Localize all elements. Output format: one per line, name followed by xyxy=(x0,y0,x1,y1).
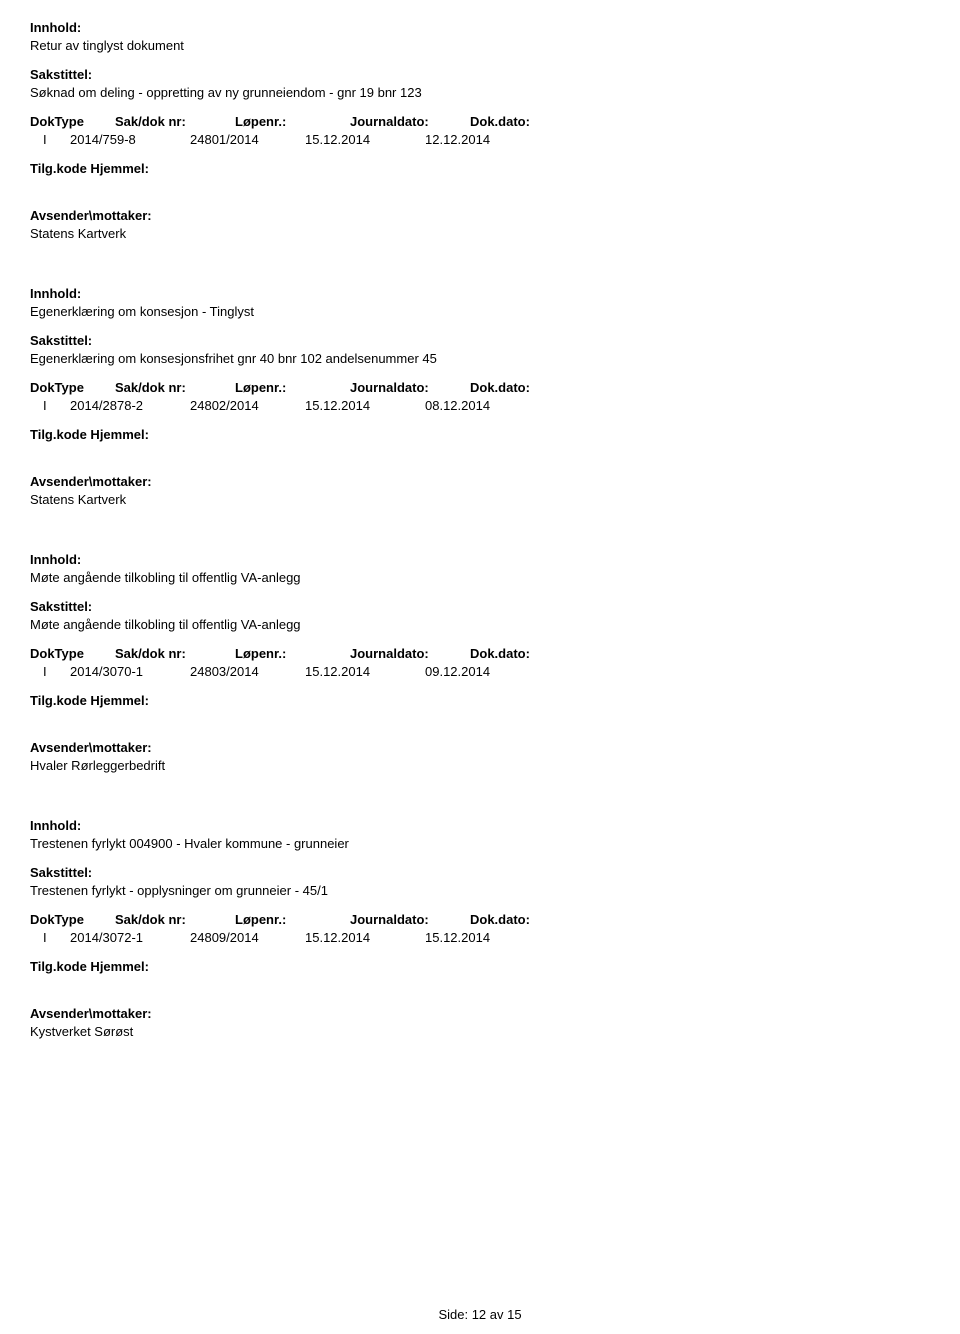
journal-record: Innhold: Retur av tinglyst dokument Saks… xyxy=(30,20,930,241)
avsender-value: Statens Kartverk xyxy=(30,492,930,507)
header-saknr: Sak/dok nr: xyxy=(115,380,235,395)
innhold-label: Innhold: xyxy=(30,20,930,35)
avsender-label: Avsender\mottaker: xyxy=(30,474,930,489)
journal-record: Innhold: Trestenen fyrlykt 004900 - Hval… xyxy=(30,818,930,1039)
table-data-row: I 2014/759-8 24801/2014 15.12.2014 12.12… xyxy=(30,132,930,147)
cell-doktype: I xyxy=(30,398,70,413)
innhold-label: Innhold: xyxy=(30,552,930,567)
cell-dokdato: 09.12.2014 xyxy=(425,664,545,679)
innhold-value: Retur av tinglyst dokument xyxy=(30,38,930,53)
cell-doktype: I xyxy=(30,664,70,679)
cell-saknr: 2014/3070-1 xyxy=(70,664,190,679)
avsender-value: Hvaler Rørleggerbedrift xyxy=(30,758,930,773)
avsender-label: Avsender\mottaker: xyxy=(30,208,930,223)
header-lopenr: Løpenr.: xyxy=(235,114,350,129)
cell-journaldato: 15.12.2014 xyxy=(305,930,425,945)
cell-saknr: 2014/2878-2 xyxy=(70,398,190,413)
journal-record: Innhold: Egenerklæring om konsesjon - Ti… xyxy=(30,286,930,507)
footer-label: Side: xyxy=(438,1307,471,1322)
innhold-value: Møte angående tilkobling til offentlig V… xyxy=(30,570,930,585)
cell-journaldato: 15.12.2014 xyxy=(305,398,425,413)
table-data-row: I 2014/2878-2 24802/2014 15.12.2014 08.1… xyxy=(30,398,930,413)
cell-dokdato: 08.12.2014 xyxy=(425,398,545,413)
cell-saknr: 2014/759-8 xyxy=(70,132,190,147)
header-lopenr: Løpenr.: xyxy=(235,912,350,927)
tilgkode-label: Tilg.kode Hjemmel: xyxy=(30,161,930,176)
sakstittel-value: Trestenen fyrlykt - opplysninger om grun… xyxy=(30,883,930,898)
cell-doktype: I xyxy=(30,930,70,945)
header-doktype: DokType xyxy=(30,912,115,927)
journal-record: Innhold: Møte angående tilkobling til of… xyxy=(30,552,930,773)
avsender-label: Avsender\mottaker: xyxy=(30,740,930,755)
header-journaldato: Journaldato: xyxy=(350,912,470,927)
cell-lopenr: 24803/2014 xyxy=(190,664,305,679)
table-header-row: DokType Sak/dok nr: Løpenr.: Journaldato… xyxy=(30,912,930,927)
sakstittel-label: Sakstittel: xyxy=(30,333,930,348)
tilgkode-label: Tilg.kode Hjemmel: xyxy=(30,693,930,708)
page-footer: Side: 12 av 15 xyxy=(0,1307,960,1322)
sakstittel-value: Egenerklæring om konsesjonsfrihet gnr 40… xyxy=(30,351,930,366)
cell-saknr: 2014/3072-1 xyxy=(70,930,190,945)
header-journaldato: Journaldato: xyxy=(350,646,470,661)
sakstittel-label: Sakstittel: xyxy=(30,599,930,614)
footer-page: 12 av 15 xyxy=(472,1307,522,1322)
cell-journaldato: 15.12.2014 xyxy=(305,132,425,147)
header-journaldato: Journaldato: xyxy=(350,380,470,395)
header-dokdato: Dok.dato: xyxy=(470,380,590,395)
sakstittel-label: Sakstittel: xyxy=(30,865,930,880)
header-lopenr: Løpenr.: xyxy=(235,380,350,395)
sakstittel-value: Søknad om deling - oppretting av ny grun… xyxy=(30,85,930,100)
sakstittel-label: Sakstittel: xyxy=(30,67,930,82)
header-doktype: DokType xyxy=(30,380,115,395)
innhold-value: Trestenen fyrlykt 004900 - Hvaler kommun… xyxy=(30,836,930,851)
header-dokdato: Dok.dato: xyxy=(470,646,590,661)
cell-lopenr: 24802/2014 xyxy=(190,398,305,413)
cell-doktype: I xyxy=(30,132,70,147)
cell-journaldato: 15.12.2014 xyxy=(305,664,425,679)
header-journaldato: Journaldato: xyxy=(350,114,470,129)
header-saknr: Sak/dok nr: xyxy=(115,646,235,661)
table-header-row: DokType Sak/dok nr: Løpenr.: Journaldato… xyxy=(30,114,930,129)
avsender-label: Avsender\mottaker: xyxy=(30,1006,930,1021)
cell-lopenr: 24801/2014 xyxy=(190,132,305,147)
table-header-row: DokType Sak/dok nr: Løpenr.: Journaldato… xyxy=(30,380,930,395)
innhold-label: Innhold: xyxy=(30,286,930,301)
header-doktype: DokType xyxy=(30,646,115,661)
table-data-row: I 2014/3072-1 24809/2014 15.12.2014 15.1… xyxy=(30,930,930,945)
avsender-value: Kystverket Sørøst xyxy=(30,1024,930,1039)
table-header-row: DokType Sak/dok nr: Løpenr.: Journaldato… xyxy=(30,646,930,661)
cell-lopenr: 24809/2014 xyxy=(190,930,305,945)
header-saknr: Sak/dok nr: xyxy=(115,114,235,129)
table-data-row: I 2014/3070-1 24803/2014 15.12.2014 09.1… xyxy=(30,664,930,679)
cell-dokdato: 15.12.2014 xyxy=(425,930,545,945)
innhold-label: Innhold: xyxy=(30,818,930,833)
innhold-value: Egenerklæring om konsesjon - Tinglyst xyxy=(30,304,930,319)
sakstittel-value: Møte angående tilkobling til offentlig V… xyxy=(30,617,930,632)
header-dokdato: Dok.dato: xyxy=(470,114,590,129)
header-doktype: DokType xyxy=(30,114,115,129)
tilgkode-label: Tilg.kode Hjemmel: xyxy=(30,959,930,974)
tilgkode-label: Tilg.kode Hjemmel: xyxy=(30,427,930,442)
header-dokdato: Dok.dato: xyxy=(470,912,590,927)
avsender-value: Statens Kartverk xyxy=(30,226,930,241)
header-lopenr: Løpenr.: xyxy=(235,646,350,661)
cell-dokdato: 12.12.2014 xyxy=(425,132,545,147)
header-saknr: Sak/dok nr: xyxy=(115,912,235,927)
